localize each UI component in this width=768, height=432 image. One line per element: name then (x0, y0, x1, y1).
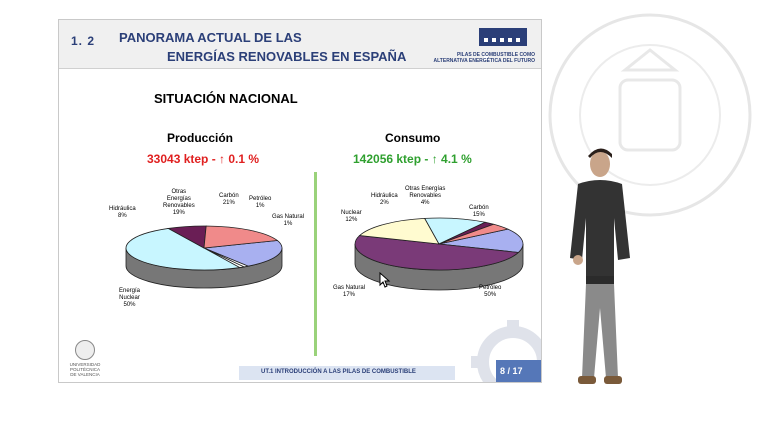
production-label-otras: Otras Energías Renovables 19% (163, 189, 195, 216)
pie-slice-carbón (438, 228, 524, 253)
consumption-label-nuclear: Nuclear 12% (341, 210, 362, 223)
production-stat: 33043 ktep - ↑ 0.1 % (147, 152, 260, 166)
school-logo-icon (479, 28, 527, 60)
slide-header: 1. 2 PANORAMA ACTUAL DE LAS ENERGÍAS REN… (59, 20, 541, 69)
pie-slice-gas-natural (358, 217, 440, 245)
consumption-label-carbon: Carbón 15% (469, 205, 489, 218)
consumption-label-hidraulica: Hidráulica 2% (371, 193, 398, 206)
consumption-label-otras: Otras Energías Renovables 4% (405, 186, 446, 206)
consumption-label-petroleo: Petróleo 50% (479, 285, 502, 298)
university-logo: UNIVERSIDAD POLITÉCNICA DE VALENCIA (62, 340, 108, 377)
footer-text: UT.1 INTRODUCCIÓN A LAS PILAS DE COMBUST… (261, 369, 416, 375)
consumption-label-gas: Gas Natural 17% (333, 285, 366, 298)
consumption-pie-chart (354, 217, 524, 291)
production-label-petroleo: Petróleo 1% (249, 196, 272, 209)
slide-title-line1: PANORAMA ACTUAL DE LAS (119, 30, 302, 45)
page-number: 8 / 17 (500, 366, 523, 376)
gear-icon (471, 320, 541, 382)
presenter-figure (570, 148, 630, 384)
footer-bar (239, 366, 455, 380)
university-line1: UNIVERSIDAD (69, 362, 101, 367)
pie-slice-carbón (203, 240, 283, 267)
university-seal-watermark (548, 13, 752, 217)
header-subtitle-line2: ALTERNATIVA ENERGÉTICA DEL FUTURO (433, 58, 535, 64)
production-title: Producción (167, 131, 234, 145)
production-label-hidraulica: Hidráulica 8% (109, 206, 136, 219)
pie-slice-nuclear (424, 217, 487, 245)
consumption-stat: 142056 ktep - ↑ 4.1 % (353, 152, 472, 166)
header-subtitle: PILAS DE COMBUSTIBLE COMO ALTERNATIVA EN… (434, 52, 535, 64)
production-label-gas: Gas Natural 1% (272, 214, 305, 227)
slide-heading: SITUACIÓN NACIONAL (154, 91, 298, 106)
university-seal-icon (75, 340, 95, 360)
page-number-box (496, 360, 541, 382)
pie-slice-petróleo (354, 235, 520, 271)
mouse-cursor-icon (379, 272, 391, 288)
presentation-slide: 1. 2 PANORAMA ACTUAL DE LAS ENERGÍAS REN… (58, 19, 542, 383)
university-line3: DE VALENCIA (70, 372, 100, 377)
pie-slice-otras-energías-renovables (438, 223, 510, 245)
section-number: 1. 2 (71, 34, 96, 48)
production-label-carbon: Carbón 21% (219, 193, 239, 206)
slide-title-line2: ENERGÍAS RENOVABLES EN ESPAÑA (167, 49, 407, 64)
consumption-title: Consumo (385, 131, 441, 145)
production-pie-chart (125, 225, 283, 289)
column-divider (314, 172, 317, 356)
pie-slice-energía-nuclear (125, 228, 241, 271)
production-label-nuclear: Energía Nuclear 50% (119, 288, 141, 308)
pie-slice-otras-energías-renovables (203, 225, 279, 249)
university-line2: POLITÉCNICA (69, 367, 100, 372)
header-subtitle-line1: PILAS DE COMBUSTIBLE COMO (456, 52, 535, 58)
